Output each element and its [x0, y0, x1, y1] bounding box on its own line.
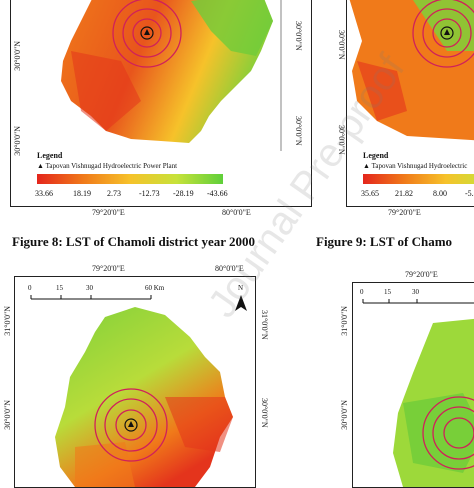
tick-label: -28.19	[173, 189, 194, 198]
lat-label-right-top: 31°0'0"N	[260, 310, 269, 340]
lon-label-left: 79°20'0"E	[405, 270, 438, 279]
map-panel-2000: 30°0'0"N 30°0'0"N 30°0'0"N 30°0'0"N Lege…	[10, 0, 312, 207]
tick-label: -12.73	[139, 189, 160, 198]
lon-label-right: 80°0'0"E	[222, 208, 251, 217]
scale-label: 0	[360, 288, 364, 296]
legend-plant-item: ▲ Tapovan Vishnugad Hydroelectric	[363, 162, 468, 170]
buffer-ring-mid	[122, 8, 172, 58]
tick-label: 18.19	[73, 189, 91, 198]
buffer-ring-inner	[132, 18, 162, 48]
lat-label-right-top: 30°0'0"N	[337, 30, 346, 60]
lst-color-ramp	[363, 174, 474, 184]
lst-color-ramp	[37, 174, 223, 184]
legend-plant-label: Tapovan Vishnugad Hydroelectric Power Pl…	[45, 162, 178, 170]
lat-label-right-top: 30°0'0"N	[294, 21, 303, 51]
tick-label: -5.8	[465, 189, 474, 198]
lon-label-left: 79°20'0"E	[92, 208, 125, 217]
tick-label: 33.66	[35, 189, 53, 198]
lst-map-2021	[362, 299, 474, 487]
figure-8-caption: Figure 8: LST of Chamoli district year 2…	[12, 234, 256, 249]
buffer-ring-outer	[112, 0, 182, 68]
plant-marker-icon	[144, 29, 150, 35]
map-panel-2021: 0 15 30	[352, 282, 474, 488]
lon-label-left: 79°20'0"E	[92, 264, 125, 273]
map-panel-2020: 0 15 30 60 Km N	[14, 276, 256, 488]
scale-label: 30	[412, 288, 419, 296]
map-panel-2010: Legend ▲ Tapovan Vishnugad Hydroelectric…	[346, 0, 474, 207]
lat-label-right-bottom: 30°0'0"N	[294, 116, 303, 146]
legend-title: Legend	[37, 151, 63, 160]
figure-9-caption: Figure 9: LST of Chamo	[316, 234, 453, 249]
lst-map-2010	[349, 0, 474, 141]
north-label: N	[238, 284, 244, 292]
scale-label: 30	[86, 284, 93, 292]
scale-label: 15	[56, 284, 63, 292]
north-arrow-icon	[235, 295, 247, 311]
lon-label-left: 79°20'0"E	[388, 208, 421, 217]
tick-label: -43.66	[207, 189, 228, 198]
tick-label: 21.82	[395, 189, 413, 198]
legend-plant-label: Tapovan Vishnugad Hydroelectric	[371, 162, 468, 170]
plant-marker-icon	[128, 421, 134, 427]
lat-label-left-top: 31°0'0"N	[340, 306, 349, 336]
scale-label: 0	[28, 284, 32, 292]
lat-label-left-top: 31°0'0"N	[3, 306, 12, 336]
legend-title: Legend	[363, 151, 389, 160]
scale-label: 15	[384, 288, 391, 296]
scale-label: 60 Km	[145, 284, 165, 292]
tick-label: 35.65	[361, 189, 379, 198]
lat-label-right-bottom: 30°0'0"N	[337, 125, 346, 155]
lat-label-left-bottom: 30°0'0"N	[3, 400, 12, 430]
lat-label-left-top: 30°0'0"N	[13, 41, 22, 71]
tick-label: 2.73	[107, 189, 121, 198]
legend-plant-item: ▲ Tapovan Vishnugad Hydroelectric Power …	[37, 162, 178, 170]
lst-map-2000	[61, 0, 282, 151]
lat-label-right-bottom: 30°0'0"N	[260, 398, 269, 428]
lat-label-left-bottom: 30°0'0"N	[340, 400, 349, 430]
lon-label-right: 80°0'0"E	[215, 264, 244, 273]
tick-label: 8.00	[433, 189, 447, 198]
lat-label-left-bottom: 30°0'0"N	[13, 126, 22, 156]
plant-marker-icon	[444, 29, 450, 35]
